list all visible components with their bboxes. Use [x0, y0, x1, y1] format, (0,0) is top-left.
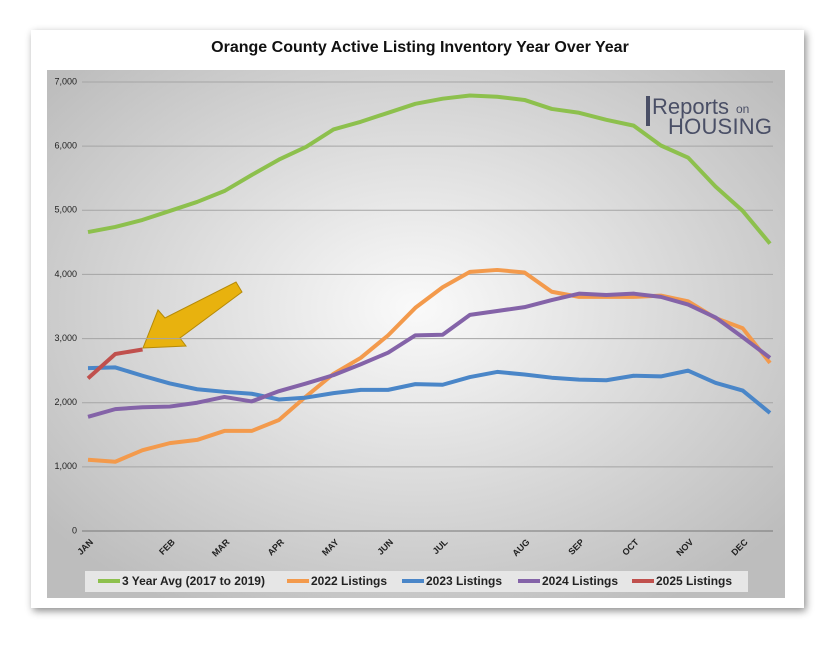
logo-small: on — [736, 102, 749, 116]
series-line — [86, 347, 143, 380]
y-tick-label: 2,000 — [54, 397, 77, 407]
logo-bottom: HOUSING — [668, 114, 772, 139]
y-tick-label: 6,000 — [54, 141, 77, 151]
legend-label: 3 Year Avg (2017 to 2019) — [122, 574, 265, 588]
series-line — [87, 365, 772, 415]
legend-label: 2022 Listings — [311, 574, 387, 588]
y-tick-label: 5,000 — [54, 205, 77, 215]
logo-top: Reports — [652, 94, 729, 119]
y-tick-label: 1,000 — [54, 461, 77, 471]
y-tick-label: 7,000 — [54, 76, 77, 86]
logo-bar — [646, 96, 650, 126]
legend-label: 2025 Listings — [656, 574, 732, 588]
y-tick-label: 3,000 — [54, 333, 77, 343]
legend-label: 2024 Listings — [542, 574, 618, 588]
series-line — [87, 93, 772, 245]
arrow — [142, 281, 243, 349]
y-tick-label: 4,000 — [54, 269, 77, 279]
series-line — [87, 291, 772, 419]
logo: Reports on HOUSING — [646, 94, 772, 139]
legend-label: 2023 Listings — [426, 574, 502, 588]
y-tick-label: 0 — [72, 525, 77, 535]
chart-title: Orange County Active Listing Inventory Y… — [211, 39, 629, 56]
